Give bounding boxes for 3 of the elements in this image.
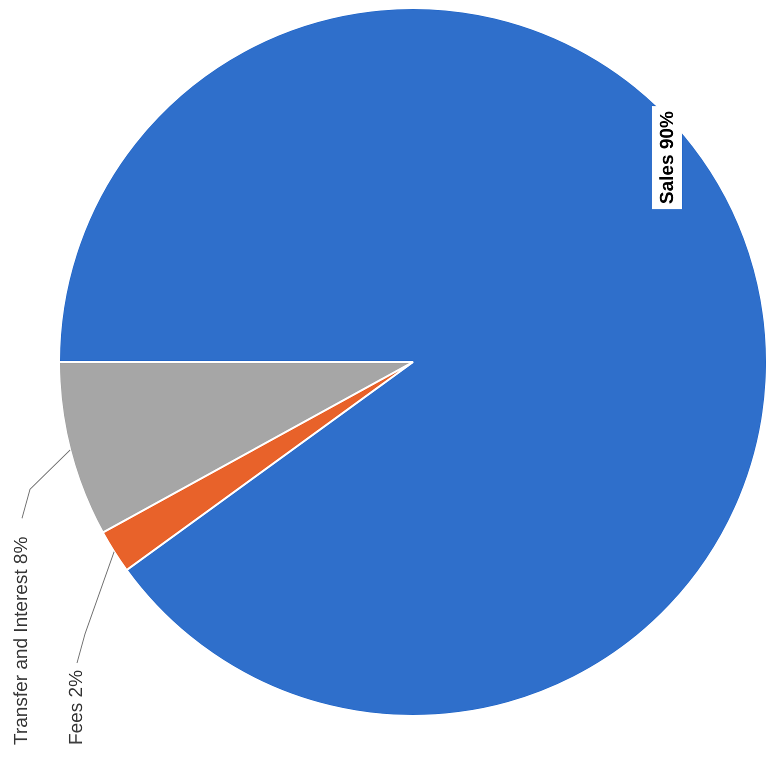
slice-label: Sales 90% (657, 111, 678, 204)
slice-label: Fees 2% (66, 670, 88, 745)
slice-label: Transfer and Interest 8% (11, 536, 32, 745)
